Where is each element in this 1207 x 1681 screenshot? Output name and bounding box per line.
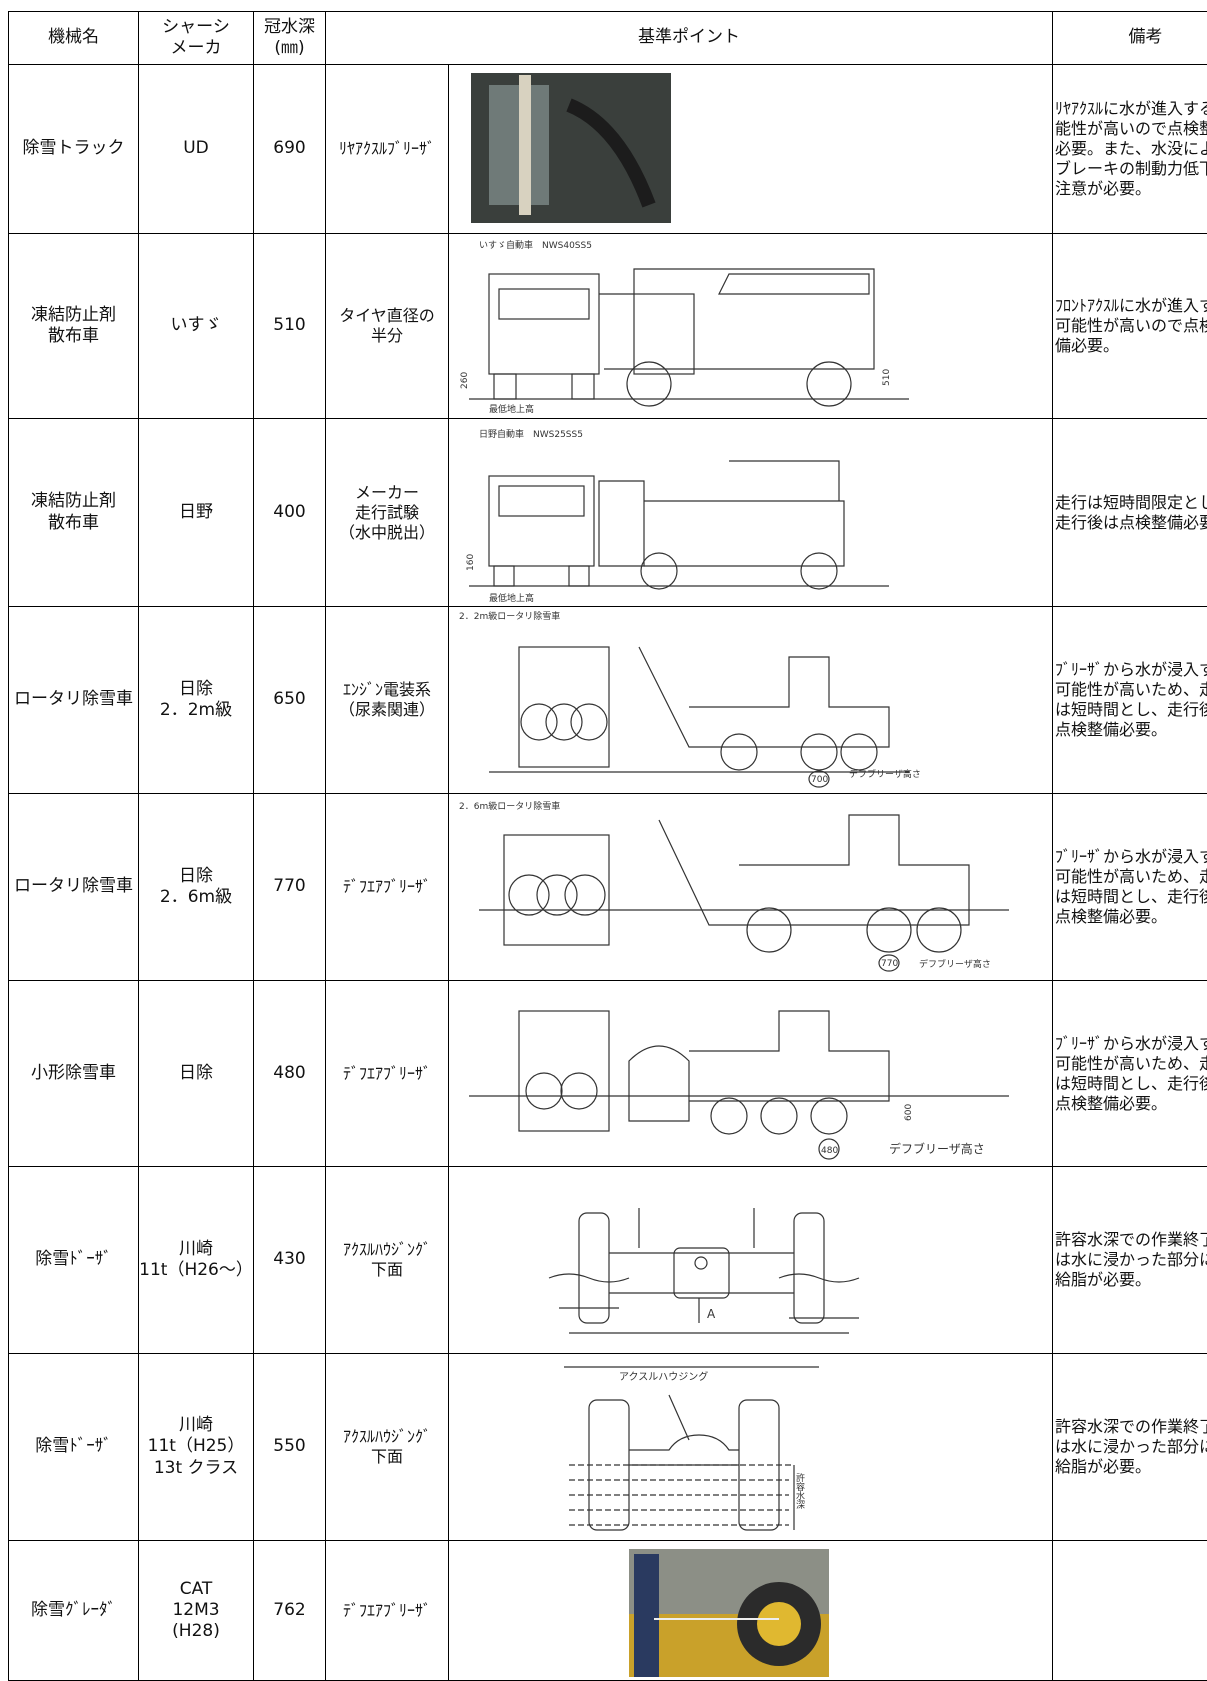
figure-label: 2．6m級ロータリ除雪車 [459, 800, 560, 812]
flood-depth: 400 [254, 419, 326, 607]
figure-label: 最低地上高 [489, 403, 534, 415]
figure-cell [449, 65, 1053, 234]
reference-point: ｱｸｽﾙﾊｳｼﾞﾝｸﾞ 下面 [326, 1354, 449, 1541]
photo [449, 65, 1049, 233]
figure-label: 260 [460, 372, 470, 389]
header-cell: 機械名 [9, 12, 139, 65]
figure-label: 許容水深 [794, 1471, 805, 1509]
figure-label: デフブリーザ高さ [849, 768, 921, 780]
rotary-drawing: 2．2m級ロータリ除雪車 700 デフブリーザ高さ [449, 607, 1049, 793]
reference-point: タイヤ直径の 半分 [326, 234, 449, 419]
figure-cell: A [449, 1167, 1053, 1354]
small-plow-drawing: 600 480 デフブリーザ高さ [449, 981, 1049, 1166]
chassis-maker: 日除 2．2m級 [139, 607, 254, 794]
figure-label: 160 [466, 553, 476, 570]
header-cell: 冠水深 (㎜) [254, 12, 326, 65]
figure-label: 600 [904, 1104, 914, 1121]
machine-name: ロータリ除雪車 [9, 794, 139, 981]
figure-cell: 600 480 デフブリーザ高さ [449, 981, 1053, 1167]
reference-point: ﾃﾞﾌｴｱﾌﾞﾘｰｻﾞ [326, 794, 449, 981]
chassis-maker: 川崎 11t（H26～） [139, 1167, 254, 1354]
machine-name: ロータリ除雪車 [9, 607, 139, 794]
reference-point: ｱｸｽﾙﾊｳｼﾞﾝｸﾞ 下面 [326, 1167, 449, 1354]
remarks: ﾌﾞﾘｰｻﾞから水が浸入する可能性が高いため、走行は短時間とし、走行後は点検整備… [1053, 981, 1207, 1167]
reference-point: ｴﾝｼﾞﾝ電装系 （尿素関連） [326, 607, 449, 794]
flood-depth: 510 [254, 234, 326, 419]
remarks: 許容水深での作業終了後は水に浸かった部分には給脂が必要。 [1053, 1354, 1207, 1541]
machine-name: 除雪ﾄﾞｰｻﾞ [9, 1167, 139, 1354]
figure-label: 510 [882, 369, 892, 386]
figure-cell: 2．2m級ロータリ除雪車 700 デフブリーザ高さ [449, 607, 1053, 794]
chassis-maker: 日除 [139, 981, 254, 1167]
figure-cell: 2．6m級ロータリ除雪車 770 デフブリーザ高さ [449, 794, 1053, 981]
figure-label: デフブリーザ高さ [889, 1141, 985, 1156]
figure-label: 最低地上高 [489, 592, 534, 604]
remarks [1053, 1541, 1207, 1681]
reference-point: ﾃﾞﾌｴｱﾌﾞﾘｰｻﾞ [326, 1541, 449, 1681]
chassis-maker: いすゞ [139, 234, 254, 419]
figure-label: 770 [881, 959, 898, 969]
remarks: 許容水深での作業終了後は水に浸かった部分には給脂が必要。 [1053, 1167, 1207, 1354]
figure-cell [449, 1541, 1053, 1681]
figure-cell: アクスルハウジング許容水深 [449, 1354, 1053, 1541]
reference-point: ﾘﾔｱｸｽﾙﾌﾞﾘｰｻﾞ [326, 65, 449, 234]
machine-name: 除雪ｸﾞﾚｰﾀﾞ [9, 1541, 139, 1681]
figure-label: いすゞ自動車 NWS40SS5 [479, 239, 592, 251]
table-row: 小形除雪車日除480ﾃﾞﾌｴｱﾌﾞﾘｰｻﾞ600480デフブリーザ高さﾌﾞﾘｰｻ… [9, 981, 1207, 1167]
figure-cell: 日野自動車 NWS25SS5 160 最低地上高 [449, 419, 1053, 607]
remarks: 走行は短時間限定とし、走行後は点検整備必要。 [1053, 419, 1207, 607]
machine-name: 凍結防止剤 散布車 [9, 419, 139, 607]
truck-drawing: 日野自動車 NWS25SS5 160 最低地上高 [449, 421, 1049, 605]
truck-drawing: いすゞ自動車 NWS40SS5 260 510 最低地上高 [449, 234, 1049, 418]
figure-label: 日野自動車 NWS25SS5 [479, 428, 583, 440]
machine-name: 小形除雪車 [9, 981, 139, 1167]
remarks: ﾘﾔｱｸｽﾙに水が進入する可能性が高いので点検整備必要。また、水没によりブレーキ… [1053, 65, 1207, 234]
reference-point: メーカー 走行試験 （水中脱出） [326, 419, 449, 607]
figure-label: 700 [811, 775, 828, 785]
chassis-maker: UD [139, 65, 254, 234]
header-cell: シャーシ メーカ [139, 12, 254, 65]
flood-depth: 650 [254, 607, 326, 794]
flood-depth: 430 [254, 1167, 326, 1354]
figure-cell: いすゞ自動車 NWS40SS5 260 510 最低地上高 [449, 234, 1053, 419]
chassis-maker: 日除 2．6m級 [139, 794, 254, 981]
figure-label: アクスルハウジング [619, 1370, 708, 1383]
header-row: 機械名 シャーシ メーカ 冠水深 (㎜) 基準ポイント 備考 [9, 12, 1207, 65]
chassis-maker: CAT 12M3 (H28) [139, 1541, 254, 1681]
machine-name: 除雪ﾄﾞｰｻﾞ [9, 1354, 139, 1541]
header-cell: 備考 [1053, 12, 1207, 65]
flood-depth: 480 [254, 981, 326, 1167]
machine-name: 除雪トラック [9, 65, 139, 234]
flood-depth: 690 [254, 65, 326, 234]
machine-name: 凍結防止剤 散布車 [9, 234, 139, 419]
flood-depth: 770 [254, 794, 326, 981]
figure-label: 2．2m級ロータリ除雪車 [459, 610, 560, 622]
flood-depth: 550 [254, 1354, 326, 1541]
figure-label: 480 [821, 1146, 838, 1156]
remarks: ﾌﾞﾘｰｻﾞから水が浸入する可能性が高いため、走行は短時間とし、走行後は点検整備… [1053, 794, 1207, 981]
remarks: ﾌﾛﾝﾄｱｸｽﾙに水が進入する可能性が高いので点検整備必要。 [1053, 234, 1207, 419]
header-cell: 基準ポイント [326, 12, 1053, 65]
rotary-drawing: 2．6m級ロータリ除雪車 770 デフブリーザ高さ [449, 795, 1049, 980]
photo [449, 1544, 1049, 1677]
chassis-maker: 日野 [139, 419, 254, 607]
reference-point: ﾃﾞﾌｴｱﾌﾞﾘｰｻﾞ [326, 981, 449, 1167]
flood-depth: 762 [254, 1541, 326, 1681]
remarks: ﾌﾞﾘｰｻﾞから水が浸入する可能性が高いため、走行は短時間とし、走行後は点検整備… [1053, 607, 1207, 794]
chassis-maker: 川崎 11t（H25） 13t クラス [139, 1354, 254, 1541]
figure-label: デフブリーザ高さ [919, 958, 991, 970]
figure-label: A [707, 1307, 716, 1321]
dozer-axle-drawing: A [449, 1168, 1049, 1352]
